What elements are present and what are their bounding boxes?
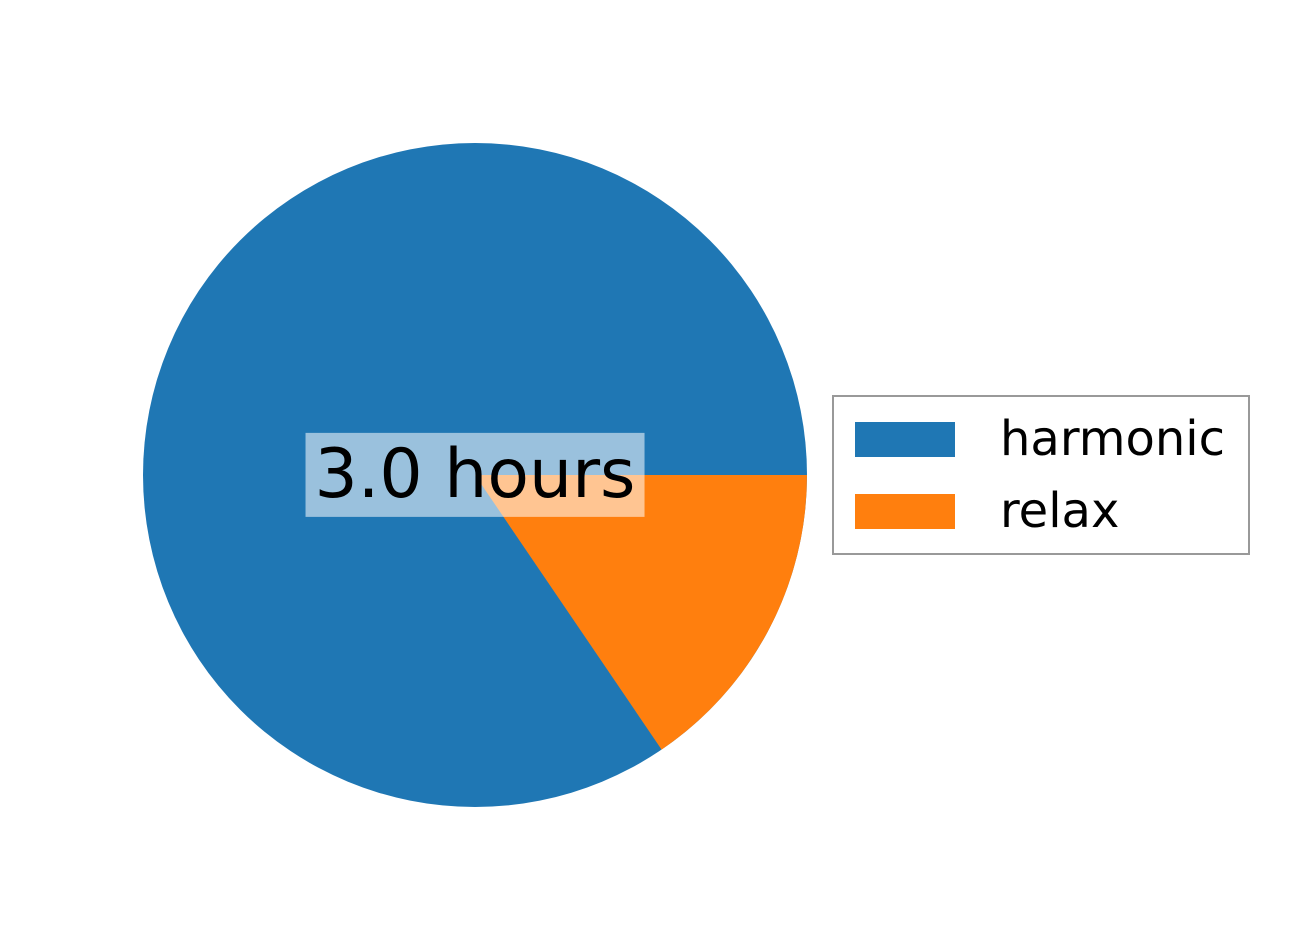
pie-center-label: 3.0 hours: [305, 432, 645, 518]
legend-item-harmonic: harmonic: [855, 414, 1248, 464]
legend-item-relax: relax: [855, 486, 1248, 536]
legend: harmonic relax: [832, 395, 1250, 555]
pie-slice-relax: [475, 475, 807, 750]
legend-swatch-harmonic: [855, 421, 955, 457]
legend-swatch-relax: [855, 493, 955, 529]
legend-label-relax: relax: [1000, 483, 1120, 539]
legend-label-harmonic: harmonic: [1000, 411, 1225, 467]
